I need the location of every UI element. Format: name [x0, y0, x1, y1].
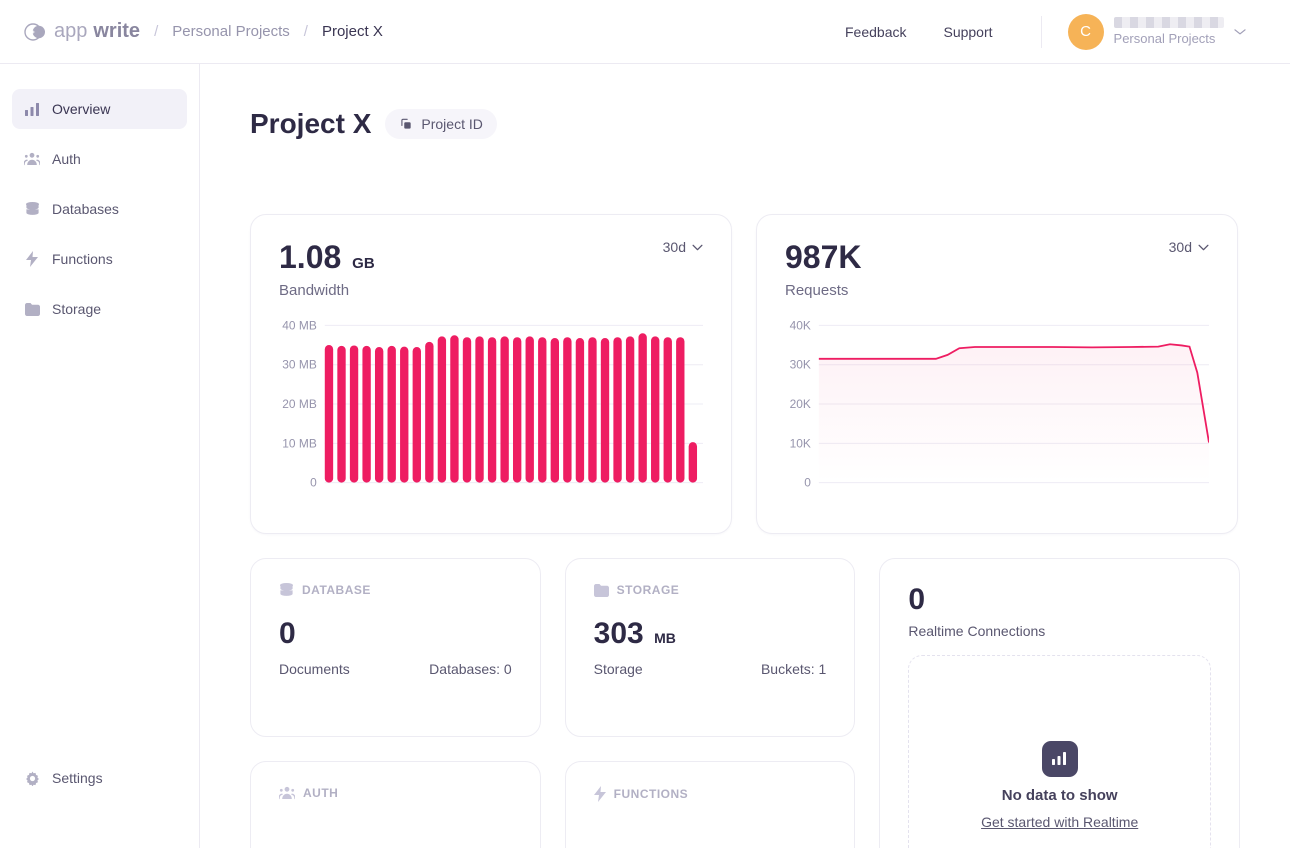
- svg-text:20K: 20K: [790, 397, 811, 411]
- svg-text:10 MB: 10 MB: [282, 436, 317, 450]
- svg-text:30 MB: 30 MB: [282, 358, 317, 372]
- svg-text:40 MB: 40 MB: [282, 318, 317, 332]
- svg-text:30K: 30K: [790, 358, 811, 372]
- svg-text:20 MB: 20 MB: [282, 397, 317, 411]
- svg-text:10K: 10K: [790, 436, 811, 450]
- svg-text:0: 0: [310, 476, 317, 490]
- svg-text:0: 0: [804, 476, 811, 490]
- svg-text:40K: 40K: [790, 318, 811, 332]
